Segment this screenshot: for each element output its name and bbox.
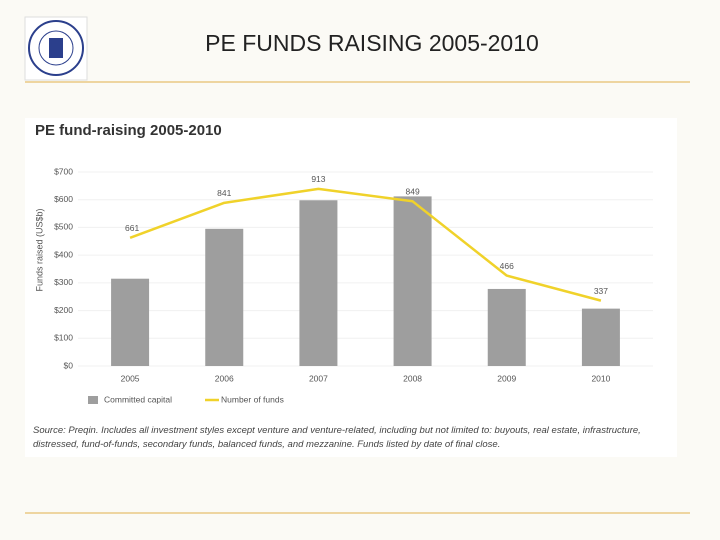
y-tick-label: $200: [54, 305, 73, 315]
slide-title: PE FUNDS RAISING 2005-2010: [205, 30, 539, 56]
logo: [24, 16, 88, 81]
x-tick-label: 2008: [403, 373, 422, 383]
x-tick-label: 2005: [121, 373, 140, 383]
bar: [581, 308, 620, 366]
data-label: 913: [311, 174, 325, 184]
x-tick-label: 2010: [591, 373, 610, 383]
line: [129, 187, 602, 302]
data-label: 466: [500, 261, 514, 271]
y-tick-label: $100: [54, 333, 73, 343]
y-tick-label: $300: [54, 277, 73, 287]
y-tick-label: $700: [54, 166, 73, 176]
y-tick-label: $0: [64, 360, 74, 370]
bar: [487, 288, 526, 366]
y-tick-label: $600: [54, 194, 73, 204]
data-label: 841: [217, 188, 231, 198]
data-label: 849: [405, 187, 419, 197]
data-label: 337: [594, 286, 608, 296]
chart-title: PE fund-raising 2005-2010: [35, 122, 222, 139]
bar: [393, 196, 432, 366]
y-axis-label: Funds raised (US$b): [34, 208, 44, 291]
bar: [299, 200, 338, 366]
legend-label: Number of funds: [221, 394, 284, 404]
x-tick-label: 2009: [497, 373, 516, 383]
y-tick-label: $400: [54, 249, 73, 259]
x-tick-label: 2007: [309, 373, 328, 383]
x-tick-label: 2006: [215, 373, 234, 383]
source-note: Source: Preqin. Includes all investment …: [33, 425, 641, 450]
bar: [205, 228, 244, 366]
data-label: 661: [125, 223, 139, 233]
y-tick-label: $500: [54, 222, 73, 232]
legend-label: Committed capital: [104, 394, 172, 404]
bar: [111, 278, 150, 366]
legend-swatch: [88, 396, 98, 404]
